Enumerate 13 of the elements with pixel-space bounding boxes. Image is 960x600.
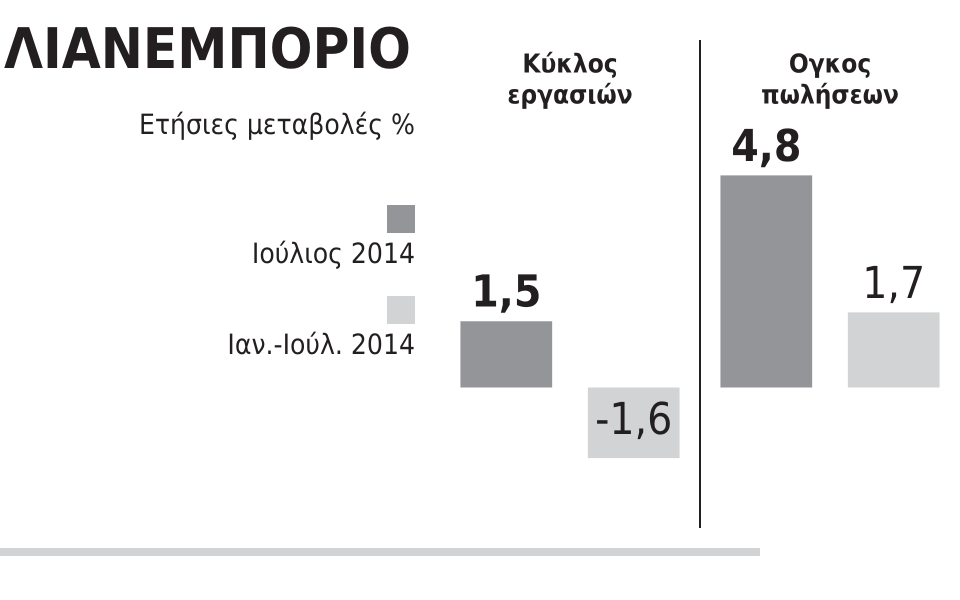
bar [848, 312, 940, 388]
bar [460, 321, 552, 388]
data-label: 4,8 [731, 120, 802, 172]
data-label: 1,5 [471, 266, 542, 318]
x-tick-label: Κύκλος εργασιών [507, 49, 633, 111]
chart-subtitle: Ετήσιες μεταβολές % [138, 108, 415, 141]
data-label: -1,6 [595, 394, 672, 446]
x-tick-label: Ογκος πωλήσεων [761, 49, 899, 111]
bar [720, 175, 812, 388]
data-label: 1,7 [862, 258, 926, 309]
chart-title: ΛΙΑΝΕΜΠΟΡΙΟ [4, 17, 411, 82]
legend-label: Ιούλιος 2014 [250, 237, 415, 270]
legend-label: Ιαν.-Ιούλ. 2014 [227, 328, 415, 361]
